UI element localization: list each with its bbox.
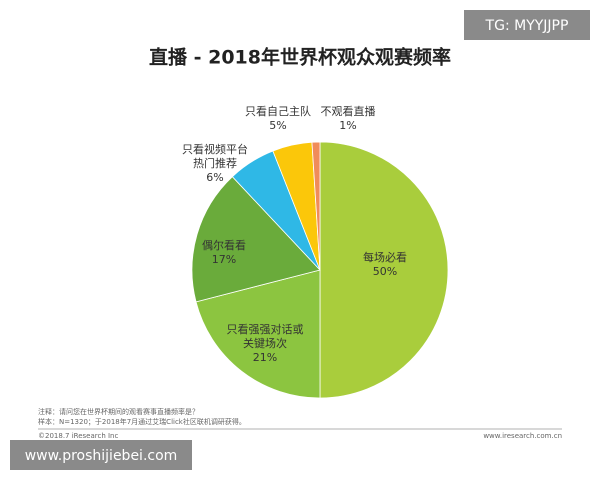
slice-label: 只看强强对话或关键场次 — [227, 322, 304, 350]
slice-label-line: 关键场次 — [243, 336, 287, 350]
slice-label: 只看自己主队 — [245, 104, 311, 118]
slice-label: 不观看直播 — [321, 104, 376, 118]
pie-slice — [195, 269, 321, 399]
value-label: 6% — [206, 171, 223, 184]
pie-slice — [191, 176, 321, 303]
copyright: ©2018.7 iResearch Inc — [38, 432, 118, 440]
value-label: 17% — [212, 253, 236, 266]
chart-title: 直播 - 2018年世界杯观众观赛频率 — [149, 46, 451, 69]
slice-label-line: 不观看直播 — [321, 104, 376, 118]
slice-label-line: 偶尔看看 — [202, 238, 246, 252]
slice-label-line: 只看强强对话或 — [227, 322, 304, 336]
note: 样本：N=1320；于2018年7月通过艾瑞Click社区联机调研获得。 — [38, 417, 246, 426]
slice-label: 每场必看 — [363, 250, 407, 264]
source-url: www.iresearch.com.cn — [483, 432, 562, 440]
watermark-box — [10, 440, 192, 470]
pie-slice — [311, 141, 321, 271]
pie-slice — [319, 141, 449, 399]
watermark: TG: MYYJJPP — [485, 18, 569, 34]
slice-label-line: 只看自己主队 — [245, 104, 311, 118]
watermark: www.proshijiebei.com — [25, 448, 178, 464]
note: 注释：请问您在世界杯期间的观看赛事直播频率是？ — [38, 407, 199, 416]
slice-label-line: 只看视频平台 — [182, 142, 248, 156]
watermark-box — [464, 10, 590, 40]
slice-label: 只看视频平台热门推荐 — [182, 142, 248, 170]
slice-label: 偶尔看看 — [202, 238, 246, 252]
slice-label-line: 每场必看 — [363, 250, 407, 264]
value-label: 5% — [269, 119, 286, 132]
value-label: 21% — [253, 351, 277, 364]
slice-label-line: 热门推荐 — [193, 156, 237, 170]
value-label: 1% — [339, 119, 356, 132]
value-label: 50% — [373, 265, 397, 278]
